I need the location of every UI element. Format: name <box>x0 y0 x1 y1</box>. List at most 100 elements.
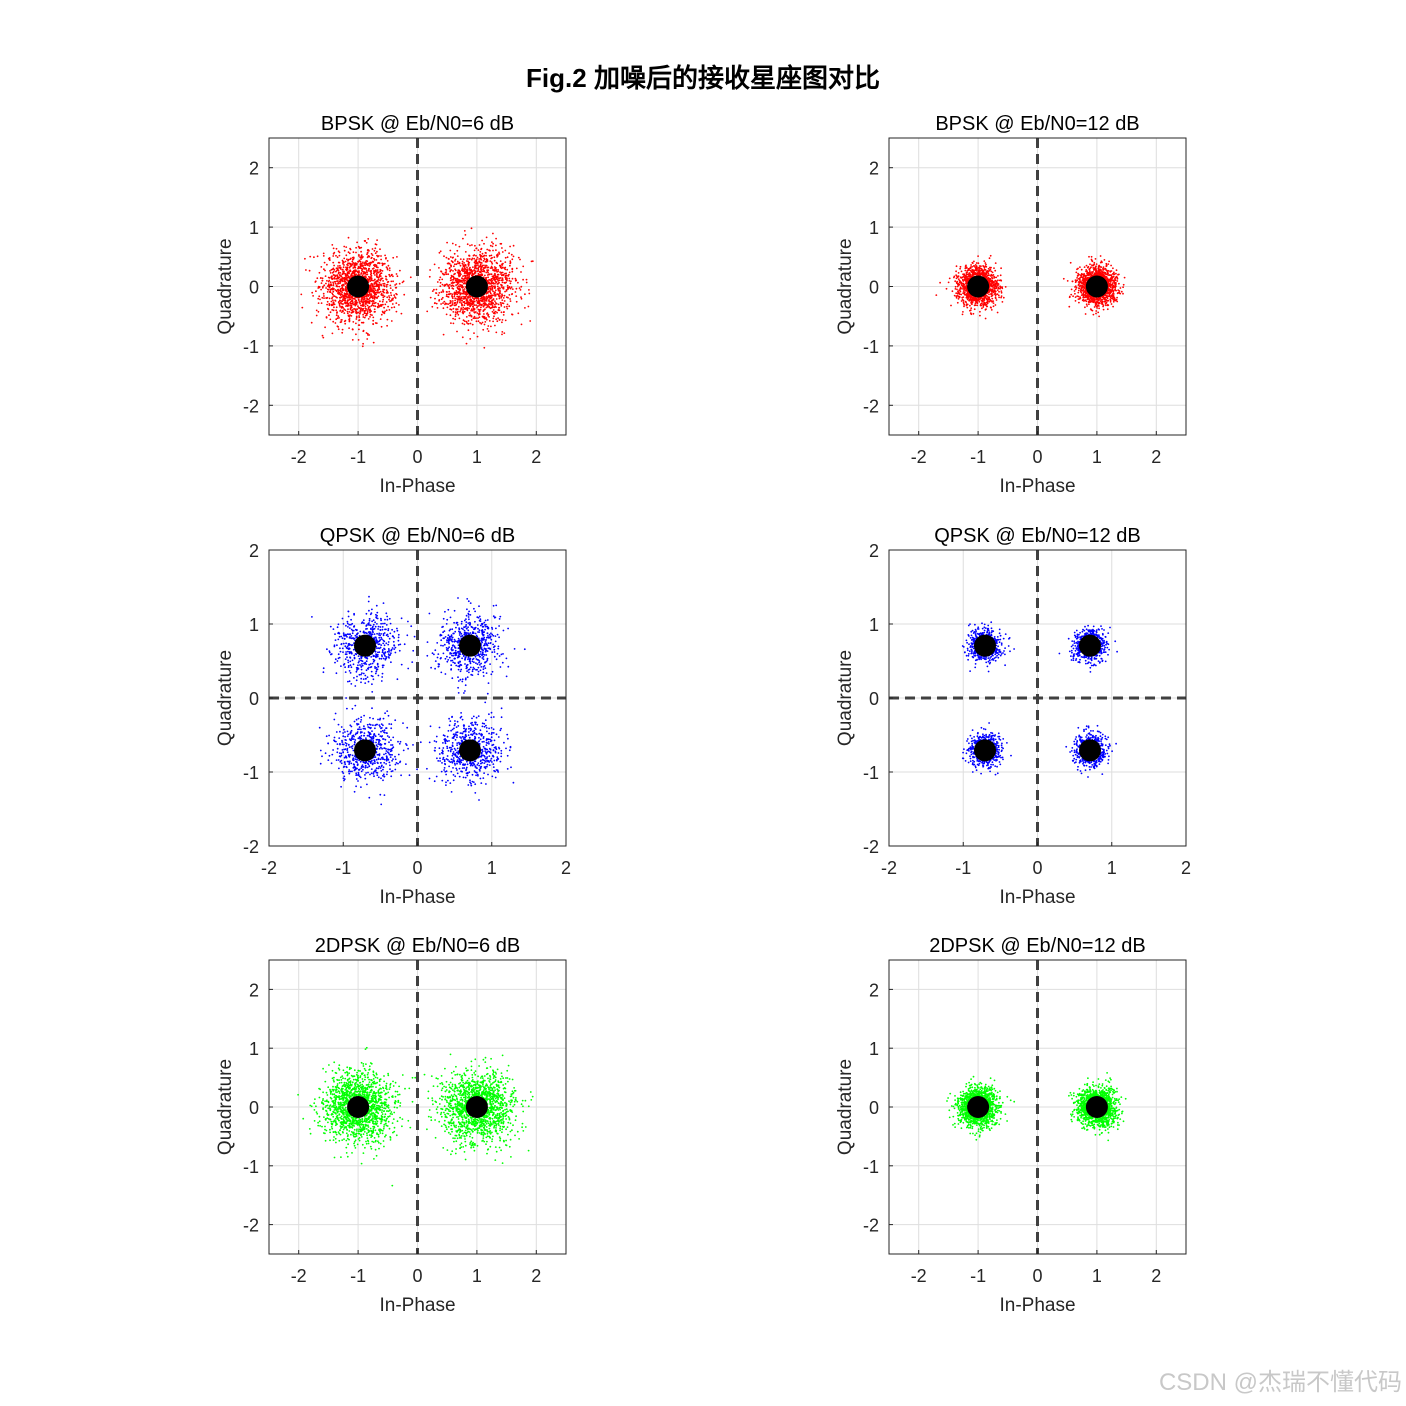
sample-point <box>464 234 467 236</box>
sample-point <box>377 304 380 307</box>
sample-point <box>487 269 490 272</box>
sample-point <box>501 271 504 274</box>
sample-point <box>487 290 490 293</box>
sample-point <box>319 277 322 279</box>
sample-point <box>382 280 384 282</box>
sample-point <box>488 281 490 284</box>
sample-point <box>440 303 442 305</box>
sample-point <box>995 293 997 296</box>
sample-point <box>962 280 965 282</box>
sample-point <box>451 297 454 300</box>
sample-point <box>379 279 382 282</box>
sample-point <box>355 333 357 336</box>
sample-point <box>336 256 339 259</box>
sample-point <box>486 297 489 300</box>
sample-point <box>328 304 331 307</box>
sample-point <box>1100 266 1102 268</box>
sample-point <box>372 291 375 294</box>
sample-point <box>512 255 515 258</box>
sample-point <box>449 301 452 304</box>
sample-point <box>344 260 347 263</box>
sample-point <box>478 310 481 313</box>
sample-point <box>477 249 480 252</box>
sample-point <box>452 307 455 310</box>
sample-point <box>504 266 507 269</box>
sample-point <box>452 270 454 272</box>
sample-point <box>343 245 346 248</box>
sample-point <box>449 256 452 258</box>
sample-point <box>514 291 517 293</box>
sample-point <box>453 265 455 268</box>
sample-point <box>965 264 967 267</box>
sample-point <box>337 315 340 318</box>
sample-point <box>480 248 482 251</box>
sample-point <box>485 271 488 274</box>
sample-point <box>339 264 341 267</box>
sample-point <box>459 293 462 295</box>
sample-point <box>998 296 1000 299</box>
sample-point <box>489 260 492 262</box>
sample-point <box>461 292 463 295</box>
sample-point <box>452 256 454 259</box>
sample-point <box>385 301 388 303</box>
sample-point <box>367 255 370 257</box>
sample-point <box>325 297 327 299</box>
sample-point <box>1079 276 1082 279</box>
sample-point <box>496 320 499 323</box>
sample-point <box>355 270 358 272</box>
sample-point <box>966 303 969 306</box>
sample-point <box>453 304 456 307</box>
sample-point <box>344 299 346 301</box>
sample-point <box>360 272 363 274</box>
sample-point <box>972 265 975 267</box>
sample-point <box>368 278 371 281</box>
sample-point <box>1096 307 1098 309</box>
sample-point <box>374 247 377 250</box>
sample-point <box>458 285 461 288</box>
sample-point <box>960 284 963 286</box>
sample-point <box>1000 296 1002 299</box>
sample-point <box>959 276 962 279</box>
x-tick-label: 0 <box>412 447 422 467</box>
sample-point <box>459 310 461 313</box>
sample-point <box>355 318 358 320</box>
sample-point <box>954 280 957 283</box>
sample-point <box>509 300 512 302</box>
sample-point <box>461 268 464 271</box>
sample-point <box>989 280 991 283</box>
sample-point <box>499 301 502 304</box>
sample-point <box>947 281 950 284</box>
sample-point <box>360 258 362 260</box>
sample-point <box>371 297 374 300</box>
sample-point <box>382 288 384 291</box>
sample-point <box>331 278 334 280</box>
sample-point <box>362 342 364 345</box>
sample-point <box>332 290 335 293</box>
sample-point <box>336 276 339 279</box>
sample-point <box>389 275 391 278</box>
sample-point <box>1002 296 1005 299</box>
sample-point <box>978 300 981 303</box>
sample-point <box>387 264 390 267</box>
sample-point <box>372 286 375 288</box>
sample-point <box>346 268 349 271</box>
sample-point <box>362 256 364 258</box>
sample-point <box>984 262 987 264</box>
sample-point <box>359 302 361 305</box>
sample-point <box>968 299 971 302</box>
sample-point <box>505 272 507 275</box>
sample-point <box>386 267 389 270</box>
sample-point <box>331 304 334 306</box>
sample-point <box>386 324 388 327</box>
sample-point <box>389 292 392 294</box>
sample-point <box>349 247 351 250</box>
sample-point <box>493 315 495 318</box>
sample-point <box>459 274 461 277</box>
sample-point <box>376 269 379 271</box>
sample-point <box>499 242 502 245</box>
sample-point <box>955 277 958 280</box>
sample-point <box>390 306 393 309</box>
sample-point <box>340 302 342 305</box>
sample-point <box>364 264 366 267</box>
sample-point <box>439 250 442 253</box>
